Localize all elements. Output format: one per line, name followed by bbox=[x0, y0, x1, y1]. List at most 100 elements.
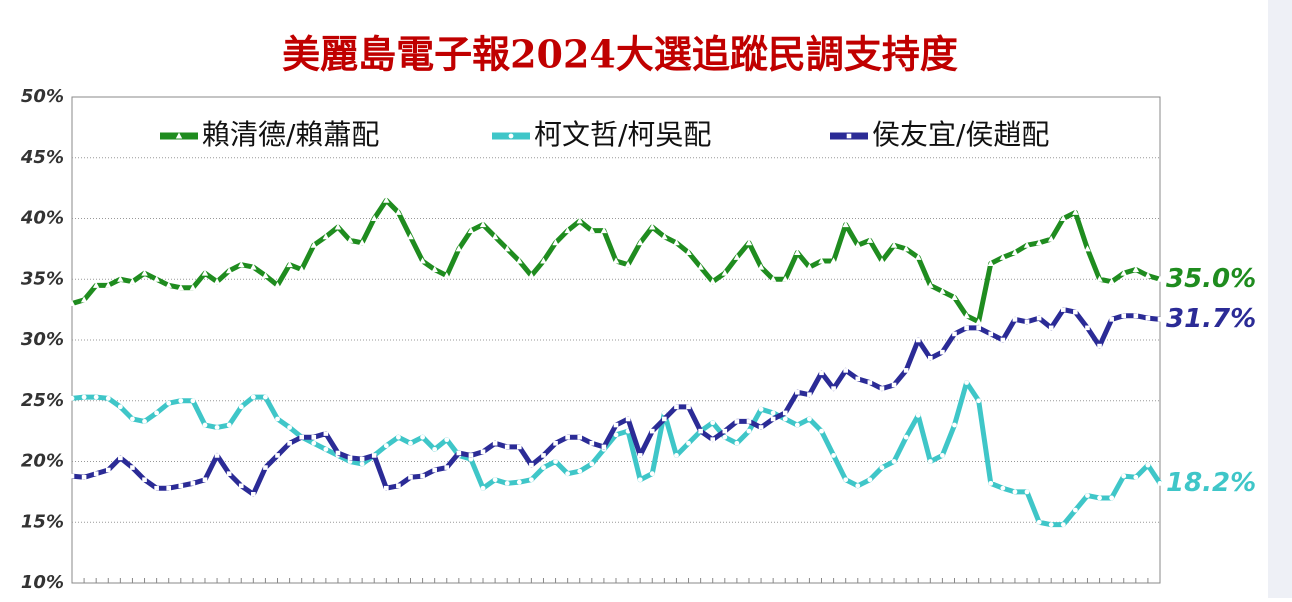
point-marker bbox=[311, 434, 317, 440]
series bbox=[68, 196, 1164, 325]
point-marker bbox=[915, 412, 921, 418]
point-marker bbox=[867, 380, 873, 385]
point-marker bbox=[806, 263, 813, 270]
point-marker bbox=[275, 416, 280, 422]
series bbox=[69, 307, 1163, 497]
point-marker bbox=[1145, 315, 1151, 321]
legend-label: 柯文哲/柯吳配 bbox=[534, 118, 711, 151]
point-marker bbox=[746, 419, 752, 424]
point-marker bbox=[842, 221, 849, 228]
point-marker bbox=[117, 404, 123, 410]
point-marker bbox=[1097, 343, 1102, 349]
point-marker bbox=[685, 249, 692, 256]
point-marker bbox=[68, 300, 76, 307]
point-marker bbox=[1011, 249, 1019, 256]
point-marker bbox=[178, 483, 184, 489]
point-marker bbox=[432, 446, 438, 452]
point-marker bbox=[395, 208, 402, 215]
point-marker bbox=[976, 325, 981, 331]
point-marker bbox=[358, 239, 366, 246]
point-marker bbox=[831, 386, 836, 391]
point-marker bbox=[637, 477, 643, 483]
point-marker bbox=[541, 453, 546, 458]
point-marker bbox=[745, 239, 753, 246]
point-marker bbox=[142, 477, 147, 483]
point-marker bbox=[637, 453, 643, 458]
point-marker bbox=[444, 437, 450, 443]
point-marker bbox=[226, 422, 232, 428]
point-marker bbox=[577, 434, 583, 440]
point-marker bbox=[553, 459, 558, 464]
point-marker bbox=[878, 257, 886, 264]
point-marker bbox=[80, 296, 88, 303]
point-marker bbox=[782, 275, 789, 282]
point-marker bbox=[588, 227, 596, 234]
point-marker bbox=[202, 477, 208, 483]
point-marker bbox=[396, 434, 401, 440]
point-marker bbox=[189, 284, 197, 291]
end-label: 31.7% bbox=[1166, 304, 1256, 334]
legend-label: 侯友宜/侯趙配 bbox=[872, 118, 1049, 151]
point-marker bbox=[516, 257, 523, 264]
point-marker bbox=[311, 440, 317, 446]
point-marker bbox=[177, 284, 184, 291]
point-marker bbox=[263, 465, 268, 470]
point-marker bbox=[334, 223, 342, 230]
point-marker bbox=[190, 481, 196, 486]
point-marker bbox=[1157, 317, 1163, 322]
point-marker bbox=[492, 440, 498, 446]
point-marker bbox=[1156, 275, 1164, 282]
point-marker bbox=[794, 422, 800, 428]
point-marker bbox=[479, 221, 487, 228]
point-marker bbox=[1132, 266, 1140, 273]
point-marker bbox=[674, 404, 679, 410]
point-marker bbox=[976, 398, 982, 404]
point-marker bbox=[1121, 473, 1127, 479]
point-marker bbox=[1072, 208, 1079, 215]
point-marker bbox=[250, 394, 256, 400]
point-marker bbox=[697, 263, 704, 270]
point-marker bbox=[589, 461, 595, 467]
point-marker bbox=[649, 223, 656, 230]
point-marker bbox=[165, 281, 172, 288]
point-marker bbox=[480, 485, 486, 491]
point-marker bbox=[130, 416, 135, 422]
point-marker bbox=[347, 455, 353, 461]
point-marker bbox=[1000, 485, 1006, 491]
point-marker bbox=[746, 428, 752, 434]
point-marker bbox=[408, 440, 413, 446]
legend-label: 賴清德/賴蕭配 bbox=[202, 118, 379, 151]
point-marker bbox=[105, 467, 111, 473]
point-marker bbox=[383, 443, 389, 449]
point-marker bbox=[431, 266, 438, 273]
point-marker bbox=[951, 293, 958, 300]
point-marker bbox=[93, 471, 99, 476]
end-label: 18.2% bbox=[1166, 468, 1256, 498]
point-marker bbox=[636, 239, 644, 246]
point-marker bbox=[987, 259, 994, 266]
point-marker bbox=[613, 422, 619, 428]
point-marker bbox=[504, 245, 511, 252]
point-marker bbox=[722, 434, 728, 440]
end-label: 35.0% bbox=[1166, 264, 1256, 294]
point-marker bbox=[867, 477, 873, 483]
point-marker bbox=[830, 257, 837, 264]
point-marker bbox=[601, 444, 607, 450]
point-marker bbox=[940, 349, 945, 355]
point-marker bbox=[299, 434, 304, 440]
point-marker bbox=[359, 461, 365, 467]
point-marker bbox=[940, 453, 945, 458]
point-marker bbox=[1048, 235, 1055, 242]
point-marker bbox=[1133, 313, 1139, 318]
point-marker bbox=[383, 196, 390, 203]
point-marker bbox=[81, 474, 87, 480]
point-marker bbox=[238, 483, 244, 489]
point-marker bbox=[734, 419, 740, 424]
point-marker bbox=[263, 394, 268, 400]
point-marker bbox=[819, 370, 824, 376]
point-marker bbox=[1084, 245, 1091, 252]
point-marker bbox=[782, 416, 788, 422]
point-marker bbox=[709, 278, 716, 285]
point-marker bbox=[298, 266, 305, 273]
